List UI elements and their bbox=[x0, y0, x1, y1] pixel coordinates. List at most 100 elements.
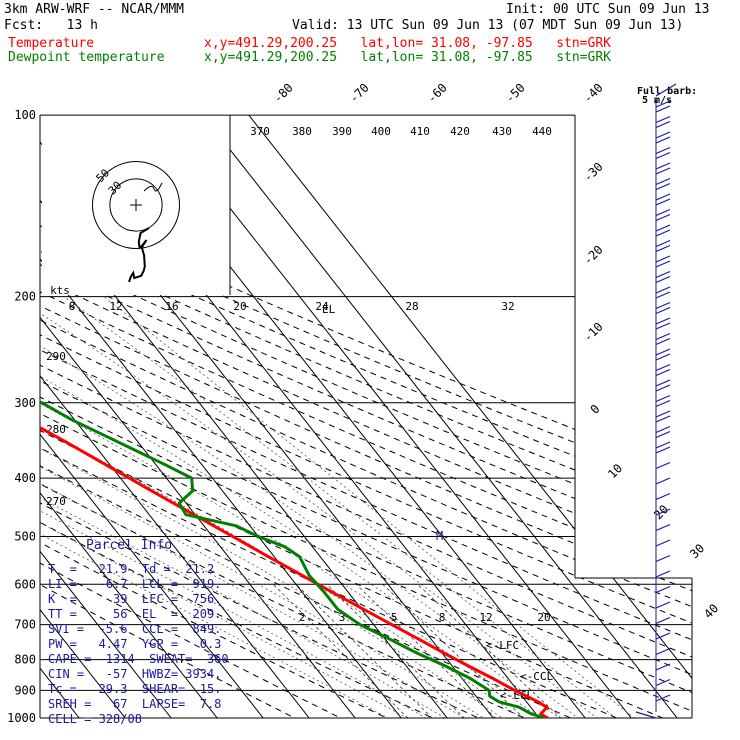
dry-adiabat-line bbox=[40, 139, 692, 718]
theta-label: 370 bbox=[250, 125, 270, 138]
hodograph-speed-label: 8 bbox=[69, 300, 76, 313]
temperature-profile bbox=[40, 115, 549, 718]
wind-barb bbox=[655, 151, 671, 160]
isotherm-label: 0 bbox=[588, 402, 603, 417]
mixing-ratio-line bbox=[355, 584, 510, 718]
parcel-row-cin-hwbz: CIN = -57 HWBZ= 3934. bbox=[48, 667, 222, 681]
wind-barb bbox=[655, 270, 671, 279]
wind-barb bbox=[655, 177, 671, 186]
wind-barb bbox=[655, 399, 671, 408]
wind-barb bbox=[655, 647, 671, 656]
theta-side-label: 290 bbox=[46, 350, 66, 363]
wind-barb bbox=[655, 162, 671, 170]
hodograph-speed-label: 32 bbox=[501, 300, 514, 313]
pressure-label-400: 400 bbox=[14, 471, 36, 485]
wind-barb bbox=[655, 461, 671, 470]
wind-barb bbox=[655, 446, 671, 454]
moist-adiabat-line bbox=[40, 296, 559, 718]
wind-barb bbox=[655, 492, 671, 501]
parcel-info-title: Parcel Info bbox=[86, 538, 173, 553]
mixing-ratio-label: 5 bbox=[391, 611, 398, 624]
isotherm-line bbox=[40, 115, 172, 718]
wind-barb bbox=[655, 291, 671, 299]
wind-barb bbox=[655, 632, 671, 640]
isotherm-label: -70 bbox=[347, 81, 372, 106]
isotherm-label: -50 bbox=[503, 81, 528, 106]
parcel-row-tt-el: TT = 56 EL = 209. bbox=[48, 607, 222, 621]
theta-label: 400 bbox=[371, 125, 391, 138]
wind-barb bbox=[655, 167, 671, 175]
isotherm-line bbox=[40, 115, 218, 718]
isotherm-label: 40 bbox=[701, 601, 721, 621]
wind-barb bbox=[655, 363, 671, 372]
moist-adiabat-line bbox=[103, 296, 651, 718]
dry-adiabat-line bbox=[40, 139, 508, 718]
dry-adiabat-line bbox=[40, 139, 692, 718]
parcel-row-tc-shear: Tc = 29.3 SHEAR= 15. bbox=[48, 682, 222, 696]
pressure-label-900: 900 bbox=[14, 683, 36, 697]
isotherm-line bbox=[40, 115, 402, 718]
dry-adiabat-line bbox=[40, 139, 692, 718]
wind-barb bbox=[655, 394, 671, 403]
wind-barb bbox=[655, 120, 671, 129]
hodograph-storm-motion bbox=[143, 182, 163, 192]
wind-barb bbox=[655, 100, 671, 108]
dry-adiabat-line bbox=[40, 139, 692, 718]
mixing-ratio-label: 3 bbox=[339, 611, 346, 624]
mixing-ratio-line bbox=[417, 584, 575, 718]
isotherm-label: 10 bbox=[605, 461, 625, 481]
init-time: Init: 00 UTC Sun 09 Jun 13 bbox=[506, 2, 710, 17]
theta-label: 390 bbox=[332, 125, 352, 138]
wind-barb bbox=[655, 182, 671, 191]
theta-label: 410 bbox=[410, 125, 430, 138]
theta-label: 420 bbox=[450, 125, 470, 138]
dry-adiabat-line bbox=[40, 139, 554, 718]
dry-adiabat-line bbox=[40, 139, 692, 718]
forecast-hour: Fcst: 13 h bbox=[4, 18, 98, 33]
wind-barb bbox=[655, 368, 671, 377]
pressure-label-200: 200 bbox=[14, 290, 36, 304]
wind-barb bbox=[655, 425, 671, 434]
hodograph-speed-label: 12 bbox=[109, 300, 122, 313]
wind-barb bbox=[655, 441, 671, 449]
wind-barb bbox=[655, 570, 671, 578]
level-marker: <-CCL bbox=[520, 670, 553, 683]
storm-marker: M bbox=[436, 529, 443, 543]
wind-barb bbox=[655, 131, 671, 139]
pressure-label-700: 700 bbox=[14, 618, 36, 632]
wind-barb bbox=[655, 348, 671, 356]
wind-barb bbox=[655, 301, 671, 310]
hodograph-trace bbox=[128, 227, 150, 283]
isotherm-line bbox=[40, 115, 126, 718]
wind-barb bbox=[655, 317, 671, 325]
wind-barb bbox=[655, 275, 671, 284]
hodograph-speed-label: 24 bbox=[315, 300, 329, 313]
wind-barb bbox=[655, 694, 671, 702]
mixing-ratio-label: 8 bbox=[439, 611, 446, 624]
isotherm-line bbox=[156, 115, 632, 718]
moist-adiabat-line bbox=[40, 296, 522, 718]
moist-adiabat-line bbox=[40, 296, 596, 718]
pressure-label-600: 600 bbox=[14, 577, 36, 591]
isotherm-label: -80 bbox=[271, 81, 296, 106]
wind-barb bbox=[655, 539, 671, 547]
pressure-label-500: 500 bbox=[14, 530, 36, 544]
wind-barb bbox=[655, 477, 671, 485]
mixing-ratio-label: 12 bbox=[479, 611, 492, 624]
wind-barb bbox=[655, 379, 671, 387]
moist-adiabat-line bbox=[40, 296, 614, 718]
wind-barb bbox=[655, 322, 671, 330]
mixing-ratio-line bbox=[272, 584, 421, 718]
parcel-row-pw-ygp: PW = 4.47 YGP = 0.3 bbox=[48, 637, 222, 651]
dry-adiabat-line bbox=[40, 139, 321, 718]
wind-barb bbox=[655, 260, 671, 268]
dry-adiabat-line bbox=[40, 139, 601, 718]
isotherm-label: -20 bbox=[581, 243, 606, 268]
level-marker: <-LCL bbox=[500, 689, 533, 702]
hodograph-unit-label: kts bbox=[50, 284, 70, 297]
wind-barb bbox=[655, 224, 671, 232]
dry-adiabat-line bbox=[40, 139, 692, 718]
dewpoint-station-info: x,y=491.29,200.25 lat,lon= 31.08, -97.85… bbox=[204, 50, 611, 65]
wind-barb bbox=[655, 585, 671, 594]
wind-barb bbox=[655, 353, 671, 361]
